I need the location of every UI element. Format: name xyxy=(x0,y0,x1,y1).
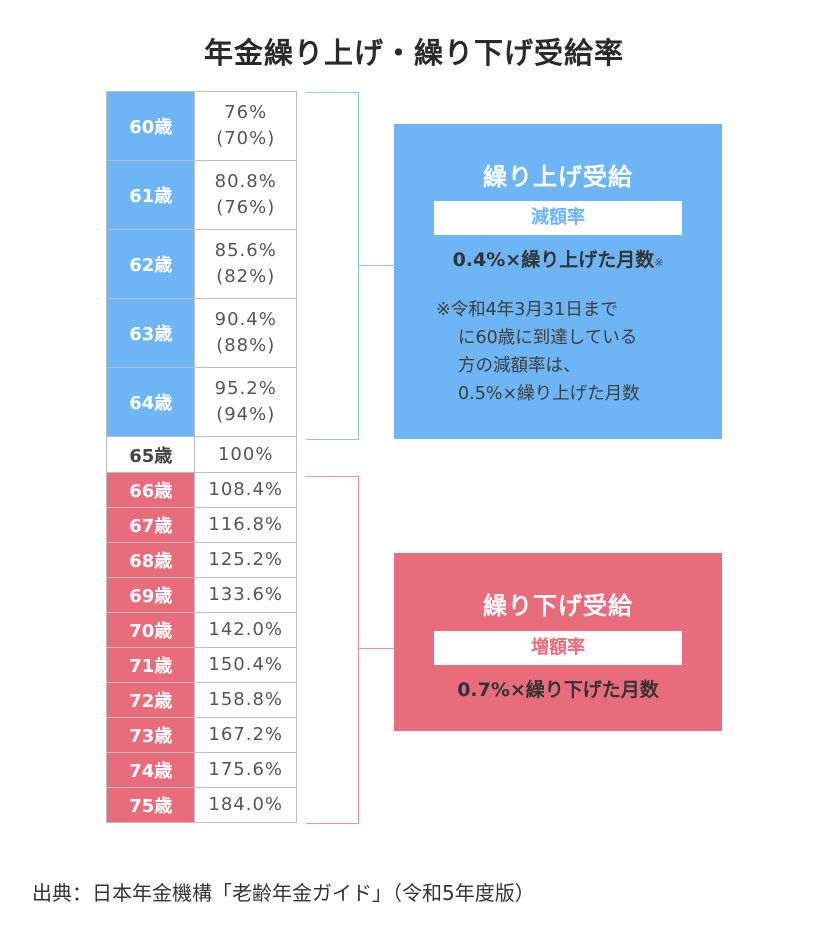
table-row: 72歳 158.8% xyxy=(105,682,297,718)
rate-cell: 175.6% xyxy=(194,752,297,788)
rate-value: 76% xyxy=(224,102,268,123)
rate-value: 116.8% xyxy=(208,514,284,535)
late-bracket xyxy=(306,476,359,824)
age-cell: 71歳 xyxy=(105,647,196,683)
rate-value: 90.4% xyxy=(214,309,277,330)
rate-value: 108.4% xyxy=(208,479,284,500)
rate-cell: 80.8% (76%) xyxy=(194,160,297,230)
early-box-title: 繰り上げ受給 xyxy=(483,163,633,191)
rate-old-value: (82%) xyxy=(216,266,276,287)
rate-cell: 133.6% xyxy=(194,577,297,613)
table-row: 74歳 175.6% xyxy=(105,752,297,788)
rate-value: 158.8% xyxy=(208,689,284,710)
age-cell: 63歳 xyxy=(105,298,196,368)
table-row: 63歳 90.4% (88%) xyxy=(105,298,297,368)
table-row: 73歳 167.2% xyxy=(105,717,297,753)
early-formula-mark: ※ xyxy=(654,256,664,269)
rate-cell: 108.4% xyxy=(194,472,297,508)
rate-value: 142.0% xyxy=(208,619,284,640)
rate-old-value: (76%) xyxy=(216,197,276,218)
rate-cell: 142.0% xyxy=(194,612,297,648)
table-row: 71歳 150.4% xyxy=(105,647,297,683)
age-cell: 69歳 xyxy=(105,577,196,613)
rate-value: 150.4% xyxy=(208,654,284,675)
rate-cell: 167.2% xyxy=(194,717,297,753)
rate-value: 125.2% xyxy=(208,549,284,570)
rate-cell: 150.4% xyxy=(194,647,297,683)
age-cell: 61歳 xyxy=(105,160,196,230)
rate-cell: 158.8% xyxy=(194,682,297,718)
note-line: に60歳に到達している xyxy=(458,328,638,348)
early-receipt-box: 繰り上げ受給 減額率 0.4%×繰り上げた月数※ ※令和4年3月31日まで に6… xyxy=(394,124,722,439)
age-cell: 68歳 xyxy=(105,542,196,578)
source-citation: 出典：日本年金機構「老齢年金ガイド」（令和5年度版） xyxy=(32,881,535,905)
table-row: 62歳 85.6% (82%) xyxy=(105,229,297,299)
chart-title: 年金繰り上げ・繰り下げ受給率 xyxy=(203,36,624,70)
late-receipt-box: 繰り下げ受給 増額率 0.7%×繰り下げた月数 xyxy=(394,553,722,731)
rate-value: 85.6% xyxy=(214,240,277,261)
age-cell: 65歳 xyxy=(105,436,196,473)
table-row: 69歳 133.6% xyxy=(105,577,297,613)
rate-value: 175.6% xyxy=(208,759,284,780)
rate-table: 60歳 76% (70%) 61歳 80.8% (76%) 62歳 85.6% (82%) 63歳… xyxy=(105,91,297,823)
age-cell: 73歳 xyxy=(105,717,196,753)
early-connector xyxy=(359,265,394,266)
rate-cell: 184.0% xyxy=(194,787,297,823)
rate-cell: 76% (70%) xyxy=(194,91,297,161)
rate-cell: 95.2% (94%) xyxy=(194,367,297,437)
table-row: 75歳 184.0% xyxy=(105,787,297,823)
rate-value: 133.6% xyxy=(208,584,284,605)
note-line: 0.5%×繰り上げた月数 xyxy=(458,384,640,404)
rate-old-value: (94%) xyxy=(216,404,276,425)
rate-old-value: (70%) xyxy=(216,128,276,149)
rate-value: 80.8% xyxy=(214,171,277,192)
rate-value: 167.2% xyxy=(208,724,284,745)
table-row: 65歳 100% xyxy=(105,436,297,473)
table-row: 64歳 95.2% (94%) xyxy=(105,367,297,437)
rate-value: 184.0% xyxy=(208,794,284,815)
table-row: 60歳 76% (70%) xyxy=(105,91,297,161)
rate-cell: 90.4% (88%) xyxy=(194,298,297,368)
early-formula-text: 0.4%×繰り上げた月数 xyxy=(452,249,655,271)
early-box-label: 減額率 xyxy=(434,201,682,235)
rate-value: 100% xyxy=(217,443,274,465)
early-box-note: ※令和4年3月31日まで に60歳に到達している 方の減額率は、 0.5%×繰り… xyxy=(436,296,726,408)
age-cell: 62歳 xyxy=(105,229,196,299)
table-row: 66歳 108.4% xyxy=(105,472,297,508)
rate-value: 95.2% xyxy=(214,378,277,399)
rate-cell: 116.8% xyxy=(194,507,297,543)
table-row: 70歳 142.0% xyxy=(105,612,297,648)
note-line: ※令和4年3月31日まで xyxy=(436,300,618,320)
age-cell: 66歳 xyxy=(105,472,196,508)
late-box-formula: 0.7%×繰り下げた月数 xyxy=(457,679,659,701)
early-box-formula: 0.4%×繰り上げた月数※ xyxy=(394,245,722,272)
early-bracket xyxy=(306,92,359,440)
age-cell: 67歳 xyxy=(105,507,196,543)
age-cell: 75歳 xyxy=(105,787,196,823)
age-cell: 64歳 xyxy=(105,367,196,437)
rate-cell: 125.2% xyxy=(194,542,297,578)
rate-cell: 85.6% (82%) xyxy=(194,229,297,299)
rate-cell: 100% xyxy=(194,436,297,473)
table-row: 61歳 80.8% (76%) xyxy=(105,160,297,230)
age-cell: 60歳 xyxy=(105,91,196,161)
late-box-title: 繰り下げ受給 xyxy=(483,592,633,620)
late-box-label: 増額率 xyxy=(434,631,682,665)
age-cell: 72歳 xyxy=(105,682,196,718)
note-line: 方の減額率は、 xyxy=(458,356,581,376)
rate-old-value: (88%) xyxy=(216,335,276,356)
table-row: 67歳 116.8% xyxy=(105,507,297,543)
age-cell: 74歳 xyxy=(105,752,196,788)
table-row: 68歳 125.2% xyxy=(105,542,297,578)
age-cell: 70歳 xyxy=(105,612,196,648)
late-connector xyxy=(359,648,394,649)
